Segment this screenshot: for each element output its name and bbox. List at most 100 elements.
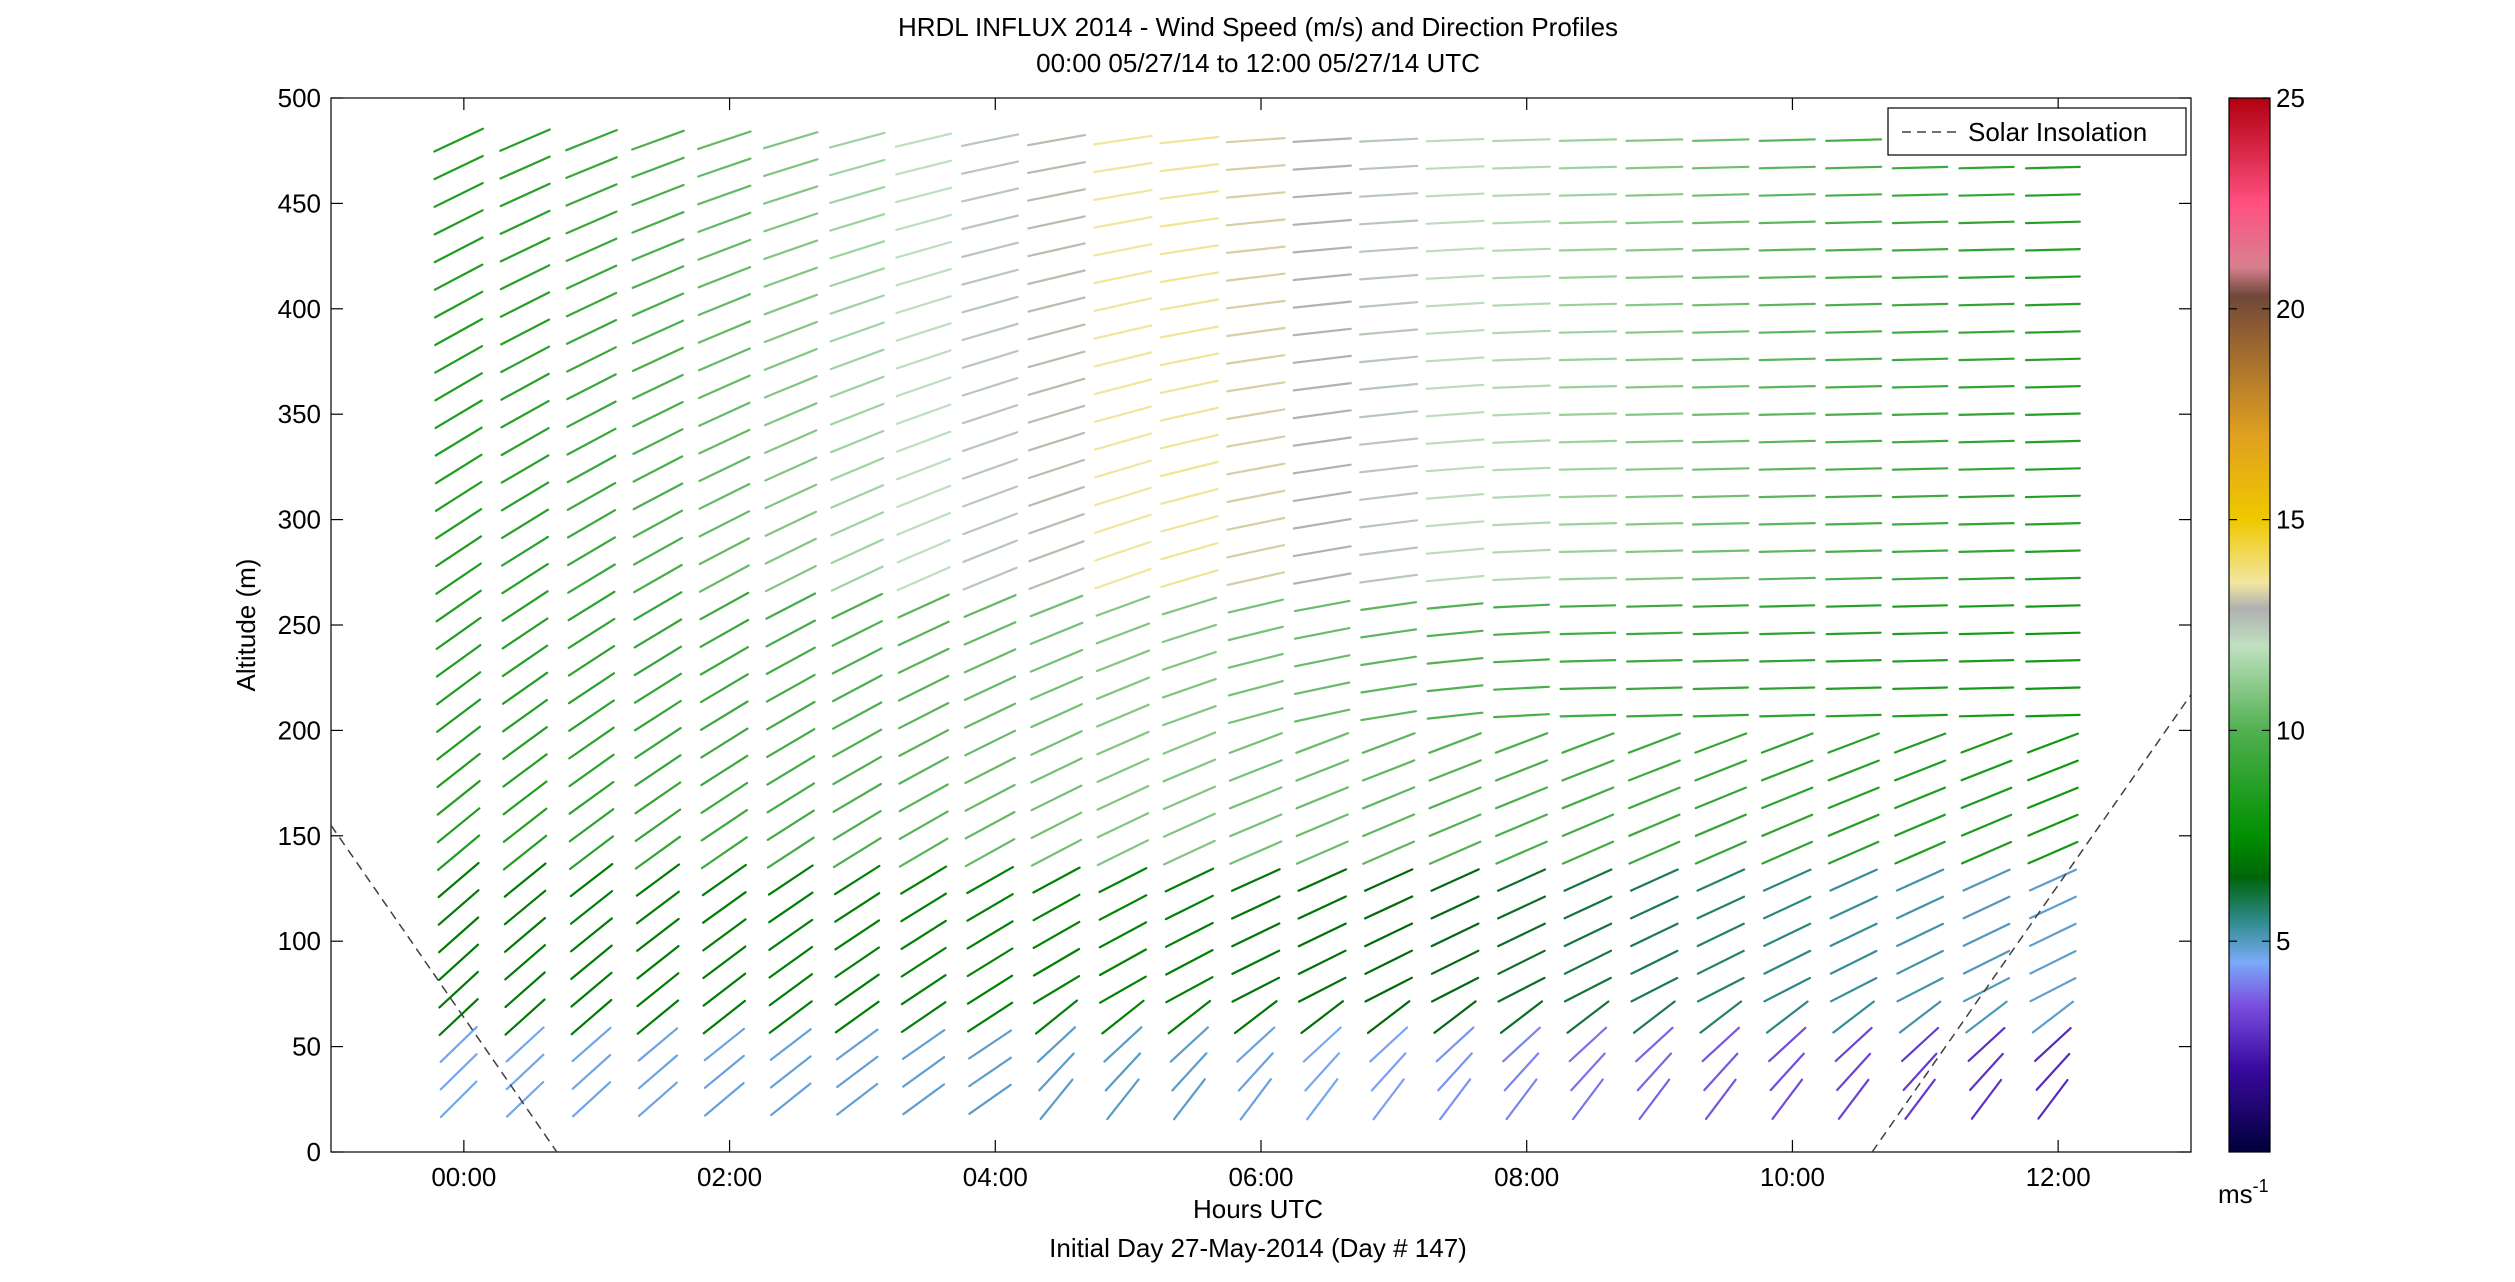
- wind-barb: [2024, 220, 2081, 225]
- wind-barb: [1359, 382, 1419, 391]
- wind-barb: [1093, 243, 1153, 257]
- wind-barb: [1038, 1052, 1075, 1092]
- wind-barb: [1292, 490, 1352, 502]
- wind-barb: [2024, 357, 2081, 362]
- y-tick-label: 0: [307, 1137, 321, 1167]
- wind-barb: [1958, 412, 2015, 416]
- wind-barb: [1295, 759, 1350, 782]
- wind-barb: [1958, 549, 2015, 554]
- wind-barb: [895, 376, 952, 398]
- wind-barb: [1892, 686, 1949, 691]
- wind-barb: [1226, 543, 1286, 559]
- wind-barb: [962, 512, 1018, 536]
- wind-barb: [633, 645, 683, 677]
- wind-barb: [1891, 193, 1949, 197]
- wind-barb: [1292, 164, 1353, 171]
- wind-barb: [566, 536, 617, 567]
- wind-barb: [1625, 412, 1684, 416]
- wind-barb: [1164, 867, 1215, 893]
- wind-barb: [1295, 813, 1349, 838]
- wind-barb: [1492, 466, 1551, 472]
- wind-barb: [900, 892, 948, 923]
- wind-barb: [1160, 569, 1219, 589]
- wind-barb: [1359, 573, 1419, 584]
- wind-barb: [1561, 786, 1615, 810]
- wind-barb: [1225, 354, 1286, 365]
- wind-barb: [1628, 840, 1681, 865]
- wind-barb: [1492, 548, 1551, 554]
- wind-barb: [566, 482, 617, 511]
- wind-barb: [895, 240, 953, 259]
- x-tick-label: 08:00: [1494, 1162, 1559, 1192]
- wind-barb: [1703, 1052, 1739, 1092]
- wind-barb: [1167, 999, 1212, 1035]
- wind-barb: [1896, 949, 1944, 975]
- wind-barb: [632, 563, 683, 594]
- wind-barb: [1028, 540, 1085, 563]
- wind-barb: [1094, 486, 1152, 507]
- wind-barb: [1162, 839, 1216, 866]
- wind-barb: [1758, 138, 1816, 142]
- wind-barb: [570, 971, 613, 1008]
- wind-barb: [571, 1081, 612, 1118]
- wind-barb: [1563, 868, 1613, 892]
- wind-barb: [1563, 922, 1613, 948]
- wind-barb: [896, 538, 951, 564]
- wind-barb: [1558, 521, 1618, 526]
- wind-barb: [1496, 895, 1547, 920]
- wind-barb: [499, 264, 551, 291]
- wind-barb: [1098, 867, 1148, 894]
- colorbar-tick-label: 20: [2276, 294, 2305, 324]
- wind-barb: [1304, 1052, 1341, 1092]
- wind-barb: [435, 562, 482, 595]
- y-tick-label: 150: [278, 821, 321, 851]
- wind-barb: [1758, 193, 1816, 197]
- wind-barb: [832, 728, 883, 758]
- wind-barb: [900, 974, 947, 1006]
- y-tick-label: 450: [278, 188, 321, 218]
- wind-barb: [1628, 813, 1681, 837]
- wind-barb: [702, 918, 747, 952]
- wind-barb: [1762, 868, 1812, 892]
- wind-barb: [765, 592, 817, 620]
- wind-barb: [1691, 357, 1750, 362]
- wind-barb: [1492, 603, 1551, 609]
- wind-barb: [961, 268, 1019, 286]
- wind-barb: [1958, 385, 2015, 389]
- wind-barb: [1691, 549, 1750, 554]
- wind-barb: [900, 1001, 947, 1034]
- wind-barb: [433, 154, 484, 181]
- wind-barb: [1358, 246, 1419, 253]
- wind-barb: [2024, 521, 2081, 526]
- wind-barb: [1226, 462, 1286, 476]
- wind-barb: [1039, 1078, 1074, 1121]
- wind-barb: [1561, 759, 1615, 782]
- wind-barb: [565, 264, 618, 290]
- wind-barb: [631, 319, 685, 345]
- wind-barb: [1292, 382, 1352, 392]
- chart-title: HRDL INFLUX 2014 - Wind Speed (m/s) and …: [898, 12, 1618, 42]
- wind-barb: [439, 1025, 478, 1064]
- wind-barb: [1492, 411, 1551, 417]
- wind-barb: [1827, 813, 1880, 837]
- wind-barb: [631, 346, 684, 372]
- x-tick-label: 00:00: [431, 1162, 496, 1192]
- wind-barb: [1629, 868, 1679, 892]
- wind-barb: [1691, 220, 1750, 225]
- wind-barb: [1160, 542, 1219, 561]
- x-tick-label: 04:00: [963, 1162, 1028, 1192]
- wind-barb: [566, 373, 617, 401]
- y-tick-label: 250: [278, 610, 321, 640]
- wind-barb: [2025, 631, 2081, 636]
- wind-barb: [830, 538, 884, 565]
- wind-barb: [570, 998, 613, 1036]
- wind-barb: [1159, 460, 1219, 478]
- wind-barb: [1092, 134, 1153, 146]
- wind-barb: [1239, 1078, 1273, 1121]
- wind-barb: [436, 698, 482, 733]
- wind-barb: [1558, 247, 1618, 252]
- wind-barb: [1759, 686, 1816, 691]
- wind-barb: [500, 400, 550, 429]
- wind-barb: [1428, 840, 1482, 865]
- wind-barb: [1625, 302, 1684, 307]
